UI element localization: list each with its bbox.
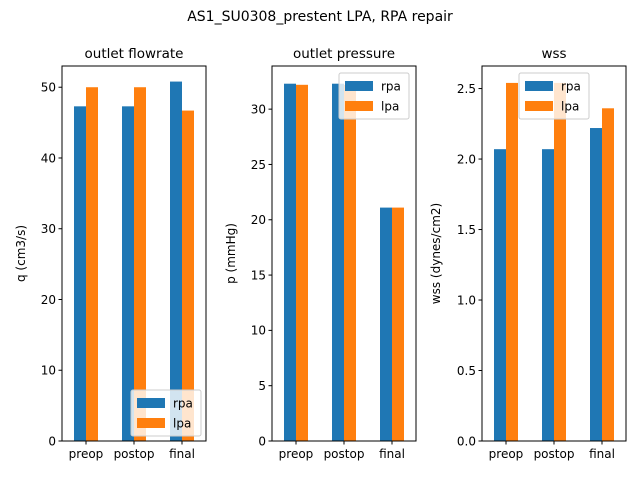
chart-panel-3: 0.0 0.5 1.0 1.5 2.0 2.5 preop postop final wss wss… [429, 46, 626, 461]
y-tick-label: 1.5 [457, 223, 476, 237]
figure-suptitle: AS1_SU0308_prestent LPA, RPA repair [187, 9, 453, 25]
bar-rpa-postop [332, 84, 344, 441]
bar-lpa-preop [506, 83, 518, 441]
y-tick-label: 40 [41, 151, 56, 165]
y-tick-label: 2.5 [457, 82, 476, 96]
bar-lpa-postop [554, 83, 566, 441]
y-tick-label: 25 [251, 158, 266, 172]
bar-rpa-postop [542, 149, 554, 441]
legend-swatch-rpa [345, 81, 373, 91]
legend-label-lpa: lpa [173, 417, 191, 431]
panel-title: wss [541, 46, 566, 62]
y-tick-label: 1.0 [457, 293, 476, 307]
chart-panel-1: 0 10 20 30 40 50 preop postop final outlet flowra… [14, 46, 206, 461]
bar-rpa-preop [494, 149, 506, 441]
y-tick-label: 0 [258, 434, 266, 448]
y-tick-label: 0 [48, 434, 56, 448]
x-tick-label: preop [489, 447, 524, 461]
bar-rpa-final [590, 128, 602, 441]
y-tick-label: 5 [258, 379, 266, 393]
legend-swatch-lpa [525, 101, 553, 111]
x-tick-label: preop [279, 447, 314, 461]
y-tick-label: 0.5 [457, 364, 476, 378]
x-tick-label: postop [114, 447, 155, 461]
y-axis-label: wss (dynes/cm2) [429, 203, 443, 304]
x-tick-label: postop [324, 447, 365, 461]
y-tick-label: 10 [41, 364, 56, 378]
y-tick-label: 20 [41, 293, 56, 307]
bar-lpa-preop [86, 87, 98, 441]
y-tick-label: 50 [41, 81, 56, 95]
legend-swatch-rpa [137, 398, 165, 408]
y-axis-label: p (mmHg) [224, 223, 238, 284]
bar-rpa-preop [284, 84, 296, 441]
bar-lpa-postop [344, 85, 356, 441]
y-tick-label: 20 [251, 213, 266, 227]
chart-panel-2: 0 5 10 15 20 25 30 preop postop final outlet press… [224, 46, 416, 461]
legend-swatch-rpa [525, 81, 553, 91]
bar-lpa-final [392, 208, 404, 441]
y-tick-label: 0.0 [457, 434, 476, 448]
y-tick-label: 30 [41, 222, 56, 236]
bar-rpa-preop [74, 106, 86, 441]
legend: rpa lpa [519, 73, 589, 119]
y-tick-label: 30 [251, 102, 266, 116]
x-tick-label: final [169, 447, 195, 461]
bar-lpa-preop [296, 85, 308, 441]
y-tick-label: 2.0 [457, 152, 476, 166]
x-tick-label: postop [534, 447, 575, 461]
bar-rpa-final [170, 82, 182, 441]
panel-title: outlet pressure [293, 46, 395, 62]
legend-label-lpa: lpa [561, 100, 579, 114]
legend: rpa lpa [131, 390, 201, 436]
y-tick-label: 10 [251, 324, 266, 338]
legend-label-rpa: rpa [381, 80, 401, 94]
panel-title: outlet flowrate [85, 46, 184, 62]
y-tick-label: 15 [251, 268, 266, 282]
legend-label-rpa: rpa [173, 397, 193, 411]
x-tick-label: final [589, 447, 615, 461]
bar-lpa-final [602, 108, 614, 441]
y-axis-label: q (cm3/s) [14, 225, 28, 282]
legend-label-lpa: lpa [381, 100, 399, 114]
bar-lpa-postop [134, 87, 146, 441]
x-tick-label: preop [69, 447, 104, 461]
legend-swatch-lpa [345, 101, 373, 111]
bar-rpa-final [380, 208, 392, 441]
legend-swatch-lpa [137, 418, 165, 428]
legend: rpa lpa [339, 73, 409, 119]
x-tick-label: final [379, 447, 405, 461]
legend-label-rpa: rpa [561, 80, 581, 94]
